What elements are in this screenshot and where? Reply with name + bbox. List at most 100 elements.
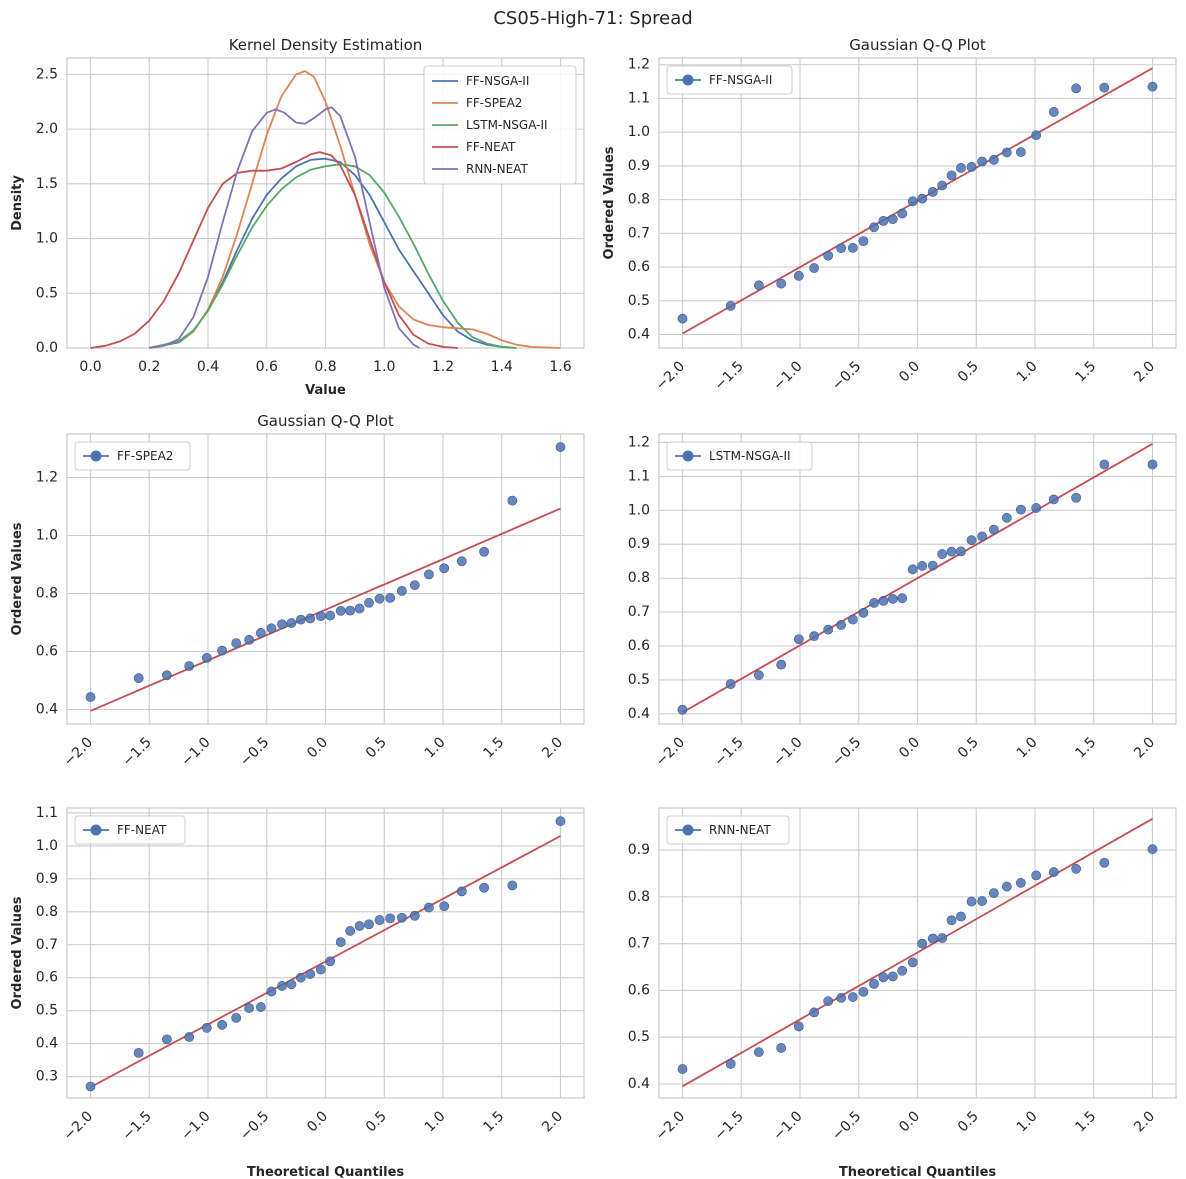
chart-title: Gaussian Q-Q Plot: [849, 36, 986, 54]
qq-point: [507, 880, 518, 891]
qq-point: [927, 933, 938, 944]
qq-point: [725, 679, 736, 689]
qq-point: [897, 208, 908, 219]
qq-point: [946, 915, 957, 926]
qq-point: [335, 937, 346, 948]
qq-point: [988, 888, 999, 899]
qq-point: [1147, 81, 1158, 92]
y-tick-label: 0.8: [628, 889, 650, 905]
qq-point: [946, 170, 957, 181]
legend: FF-NEAT: [74, 815, 186, 845]
qq-point: [836, 993, 847, 1003]
qq-point: [907, 564, 918, 575]
y-tick-labels: 0.4 0.5 0.6 0.7 0.8 0.9 1.0 1.1 1.2: [628, 57, 650, 343]
y-tick-label: 0.4: [628, 327, 650, 343]
qq-point: [456, 886, 467, 897]
legend: FF-SPEA2: [74, 441, 191, 471]
qq-point: [555, 442, 566, 452]
qq-point: [887, 971, 898, 982]
qq-point: [507, 495, 518, 506]
y-tick-label: 0.4: [628, 706, 650, 722]
qq-point: [286, 618, 297, 628]
qq-point: [927, 186, 938, 197]
qq-points: [677, 459, 1158, 715]
qq-point: [201, 652, 212, 663]
qq-points: [677, 844, 1158, 1074]
x-tick-label: 0.0: [79, 359, 101, 375]
legend-label: FF-NSGA-II: [466, 74, 529, 88]
y-tick-label: 0.5: [36, 1003, 58, 1019]
qq-point: [423, 902, 434, 913]
legend-marker: [682, 450, 694, 462]
qq-point: [1001, 147, 1012, 158]
y-tick-label: 0.5: [628, 1029, 650, 1045]
qq-point: [184, 1032, 195, 1042]
qq-point: [1048, 494, 1059, 505]
legend-label: FF-SPEA2: [466, 96, 522, 110]
qq-point: [836, 243, 847, 254]
y-tick-label: 1.0: [36, 231, 58, 247]
axes-frame: [658, 433, 1177, 725]
fit-line: [682, 817, 1153, 1088]
qq-point: [201, 1022, 212, 1033]
qq-point: [396, 912, 407, 923]
y-tick-label: 0.5: [628, 293, 650, 309]
qq-point: [1048, 867, 1059, 877]
grid-lines: [659, 808, 1176, 1098]
legend: RNN-NEAT: [666, 815, 790, 845]
legend-marker: [682, 74, 694, 86]
legend-box: [74, 815, 186, 845]
chart-title: Gaussian Q-Q Plot: [257, 412, 394, 430]
qq-point: [1016, 877, 1026, 888]
x-axis-label: Value: [305, 383, 346, 398]
qq-point: [345, 605, 356, 616]
qq-point: [1071, 83, 1082, 94]
qq-point: [917, 561, 928, 571]
chart-kde: 0.0 0.2 0.4 0.6 0.8 1.0 1.2 1.4 1.6 0.0 0.5 1.0 1.5 2…: [10, 36, 585, 398]
qq-point: [335, 606, 346, 616]
qq-point: [677, 313, 688, 324]
qq-point: [776, 278, 787, 289]
y-tick-label: 1.0: [36, 838, 58, 854]
legend-label: FF-NEAT: [466, 140, 516, 154]
qq-point: [217, 1019, 227, 1030]
y-tick-label: 2.0: [36, 121, 58, 137]
qq-point: [1016, 504, 1026, 515]
qq-point: [1099, 82, 1110, 93]
y-tick-label: 0.9: [628, 158, 650, 174]
qq-point: [315, 611, 326, 622]
axes-frame: [658, 807, 1177, 1099]
y-tick-label: 0.4: [36, 1036, 58, 1052]
qq-point: [966, 535, 977, 546]
y-tick-label: 0.5: [628, 672, 650, 688]
y-tick-label: 1.2: [628, 57, 650, 73]
qq-point: [887, 593, 898, 604]
qq-point: [847, 242, 858, 253]
qq-point: [409, 910, 420, 921]
y-tick-label: 1.1: [628, 90, 650, 106]
qq-point: [677, 1064, 688, 1074]
y-tick-label: 0.5: [36, 285, 58, 301]
qq-point: [231, 1013, 242, 1023]
qq-point: [161, 1034, 172, 1045]
qq-point: [847, 992, 858, 1002]
qq-point: [231, 638, 242, 648]
y-tick-labels: 0.4 0.5 0.6 0.7 0.8 0.9 1.0 1.1 1.2: [628, 434, 650, 721]
qq-point: [1001, 881, 1012, 892]
chart-qq-ff-nsga: −2.0 −1.5 −1.0 −0.5 0.0 0.5 1.0 1.5 2.00.40.50.6…: [602, 36, 1177, 394]
y-tick-label: 0.8: [36, 586, 58, 602]
qq-point: [988, 524, 999, 535]
qq-point: [1099, 857, 1110, 868]
y-tick-label: 1.1: [36, 805, 58, 821]
qq-point: [977, 156, 988, 167]
x-tick-label: 1.2: [432, 359, 454, 375]
qq-point: [439, 901, 450, 912]
figure-title: CS05-High-71: Spread: [493, 8, 692, 29]
y-tick-label: 0.6: [628, 259, 650, 275]
qq-point: [956, 911, 966, 922]
qq-point: [423, 569, 434, 580]
y-tick-label: 0.7: [628, 225, 650, 241]
qq-point: [917, 193, 928, 204]
